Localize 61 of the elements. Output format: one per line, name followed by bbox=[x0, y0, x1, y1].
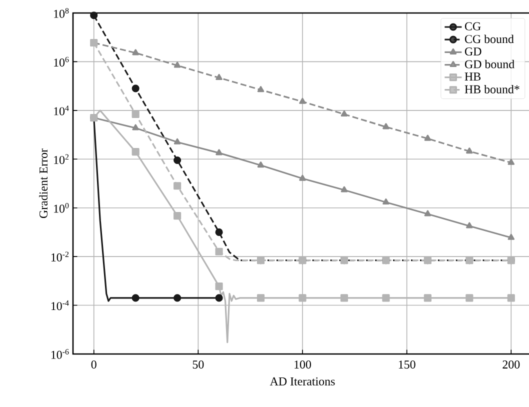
point bbox=[466, 222, 473, 228]
y-tick-label: 10$^{6}$ bbox=[54, 56, 69, 67]
point bbox=[132, 294, 140, 302]
y-tick-label: 10$^{-6}$ bbox=[51, 349, 69, 359]
point bbox=[256, 294, 265, 302]
legend-label: GD bound bbox=[464, 60, 514, 68]
point bbox=[215, 228, 223, 236]
point bbox=[466, 294, 474, 302]
point bbox=[340, 110, 348, 116]
legend-label: HB bound* bbox=[464, 84, 520, 94]
y-tick-label: 10$^{4}$ bbox=[54, 106, 69, 116]
legend-label: CG bbox=[464, 22, 481, 30]
x-tick-label: 100 bbox=[294, 360, 312, 369]
point bbox=[174, 156, 182, 164]
x-tick-label: 50 bbox=[192, 360, 204, 369]
point bbox=[299, 174, 306, 181]
point bbox=[340, 294, 348, 302]
point bbox=[424, 210, 432, 216]
point bbox=[507, 294, 515, 302]
point bbox=[132, 148, 140, 156]
point bbox=[382, 123, 390, 130]
point bbox=[216, 74, 222, 80]
y-tick-label: 10$^{0}$ bbox=[54, 202, 69, 213]
point bbox=[174, 182, 182, 190]
point bbox=[132, 84, 140, 92]
point bbox=[132, 110, 140, 118]
y-tick-label: 10$^{-2}$ bbox=[51, 252, 69, 262]
point bbox=[382, 198, 390, 205]
y-axis-title: Gradient Error bbox=[39, 148, 48, 218]
point bbox=[466, 148, 473, 154]
point bbox=[508, 158, 515, 165]
point bbox=[257, 86, 264, 92]
y-tick-label: 10$^{2}$ bbox=[54, 154, 69, 164]
point bbox=[215, 248, 223, 256]
y-tick-label: 10$^{8}$ bbox=[54, 8, 69, 18]
x-axis-title: AD Iterations bbox=[270, 377, 335, 386]
point bbox=[257, 161, 264, 168]
point bbox=[382, 294, 390, 302]
x-tick-label: 150 bbox=[398, 360, 416, 369]
point bbox=[174, 62, 181, 68]
point bbox=[299, 98, 306, 104]
point bbox=[508, 234, 515, 240]
point bbox=[216, 149, 222, 156]
legend-label: GD bbox=[464, 47, 482, 56]
legend-label: HB bbox=[464, 72, 480, 81]
point bbox=[215, 282, 223, 290]
point bbox=[424, 134, 432, 141]
point bbox=[174, 294, 182, 302]
point bbox=[174, 212, 182, 220]
x-tick-label: 200 bbox=[502, 360, 520, 369]
point bbox=[132, 124, 139, 130]
point bbox=[132, 49, 139, 56]
point bbox=[298, 294, 306, 302]
point bbox=[174, 138, 181, 144]
point bbox=[340, 186, 348, 192]
point bbox=[424, 294, 432, 302]
legend-label: CG bound bbox=[464, 34, 514, 44]
x-tick-label: 0 bbox=[91, 360, 96, 369]
y-tick-label: 10$^{-4}$ bbox=[51, 300, 69, 310]
point bbox=[90, 12, 98, 20]
point bbox=[215, 294, 223, 302]
